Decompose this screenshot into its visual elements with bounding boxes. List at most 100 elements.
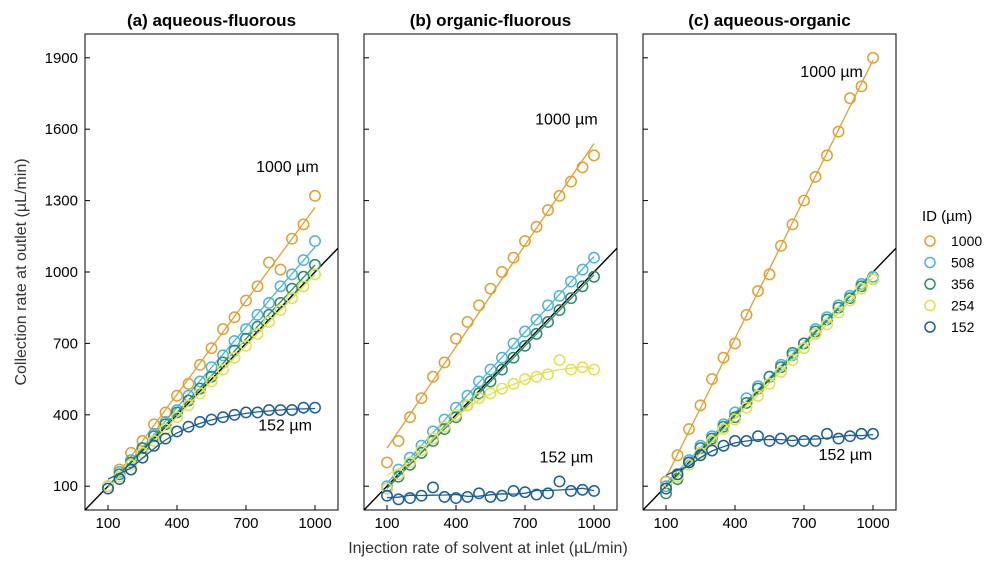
data-point-152 (263, 404, 275, 416)
panel-title: (a) aqueous-fluorous (127, 11, 296, 30)
data-point-508 (496, 351, 508, 364)
data-point-152 (136, 451, 149, 464)
data-point-254 (404, 456, 416, 469)
data-point-1000 (450, 332, 462, 345)
data-point-508 (251, 308, 264, 321)
data-point-254 (763, 377, 776, 390)
data-point-152 (381, 489, 393, 502)
data-point-1000 (867, 51, 879, 64)
x-tick-label: 100 (95, 515, 120, 532)
data-point-152 (102, 482, 114, 495)
data-point-508 (530, 313, 543, 326)
legend-marker-1000 (924, 235, 936, 247)
data-point-1000 (798, 194, 810, 207)
data-point-152 (798, 435, 810, 447)
data-point-356 (251, 320, 264, 333)
data-point-356 (763, 370, 776, 383)
data-point-1000 (309, 189, 321, 202)
data-point-1000 (251, 280, 264, 293)
data-point-254 (729, 413, 741, 426)
data-point-356 (274, 296, 287, 309)
data-point-508 (553, 289, 566, 302)
series-line-152 (107, 407, 316, 480)
x-tick-label: 700 (233, 515, 258, 532)
x-tick-label: 400 (722, 515, 747, 532)
data-point-356 (588, 270, 600, 283)
data-point-1000 (194, 358, 206, 371)
x-tick-label: 1000 (577, 515, 610, 532)
data-point-356 (775, 361, 787, 374)
plot-area (643, 51, 896, 510)
data-point-508 (274, 280, 287, 293)
data-point-356 (507, 351, 520, 364)
x-tick-label: 700 (791, 515, 816, 532)
data-point-1000 (740, 308, 753, 321)
data-point-254 (496, 382, 508, 395)
data-point-152 (542, 487, 554, 500)
y-tick-label: 1000 (45, 264, 78, 281)
data-point-152 (832, 432, 845, 445)
data-point-508 (427, 425, 439, 438)
data-point-152 (821, 427, 833, 440)
data-point-254 (519, 373, 531, 386)
data-point-152 (297, 401, 310, 414)
plot-area (364, 143, 617, 510)
data-point-152 (171, 425, 183, 438)
data-point-254 (473, 392, 485, 405)
data-point-1000 (576, 161, 589, 174)
data-point-152 (427, 481, 439, 494)
data-point-356 (484, 375, 497, 388)
data-point-254 (717, 423, 730, 436)
series-line-152 (386, 487, 595, 499)
data-point-254 (588, 363, 600, 376)
panel-a: (a) aqueous-fluorous 100 400 700 1000 100 400 7… (45, 11, 339, 532)
data-point-254 (217, 363, 229, 376)
data-point-356 (240, 332, 252, 345)
data-point-1000 (484, 282, 497, 295)
data-point-1000 (415, 392, 428, 405)
legend-title: ID (µm) (922, 208, 972, 225)
y-tick-label: 700 (53, 335, 78, 352)
data-point-152 (286, 404, 298, 416)
data-point-152 (576, 483, 589, 496)
data-point-1000 (519, 235, 531, 248)
data-point-254 (553, 354, 566, 367)
data-point-356 (553, 304, 566, 317)
data-point-1000 (404, 411, 416, 424)
data-point-356 (740, 396, 753, 409)
data-point-152 (867, 427, 879, 440)
legend-marker-152 (924, 321, 936, 333)
data-point-152 (683, 456, 695, 469)
data-point-152 (530, 488, 543, 501)
data-point-254 (309, 268, 321, 281)
data-point-1000 (228, 311, 241, 324)
data-point-508 (286, 268, 298, 281)
data-point-254 (565, 363, 577, 376)
legend-marker-508 (924, 256, 936, 269)
data-point-356 (576, 280, 589, 293)
data-point-152 (274, 404, 287, 416)
data-point-254 (844, 294, 856, 307)
data-point-254 (752, 389, 764, 402)
data-point-508 (309, 235, 321, 248)
data-point-254 (240, 339, 252, 352)
legend-label-356: 356 (951, 276, 975, 292)
series-line-254 (665, 277, 874, 490)
series-annotation: 152 µm (258, 417, 312, 434)
data-point-152 (496, 489, 508, 502)
data-point-152 (855, 427, 868, 440)
data-point-152 (553, 475, 566, 488)
panel-b: (b) organic-fluorous 100 400 700 1000 1000 µm… (363, 11, 618, 532)
series-annotation: 1000 µm (800, 64, 863, 81)
legend-label-254: 254 (951, 298, 975, 314)
data-point-152 (473, 487, 485, 500)
data-point-254 (530, 370, 543, 383)
data-point-152 (660, 482, 672, 495)
data-point-254 (148, 435, 160, 447)
data-point-254 (251, 327, 264, 340)
data-point-1000 (171, 389, 183, 402)
data-point-1000 (159, 406, 172, 419)
data-point-1000 (553, 189, 566, 202)
series-line-356 (386, 274, 595, 489)
